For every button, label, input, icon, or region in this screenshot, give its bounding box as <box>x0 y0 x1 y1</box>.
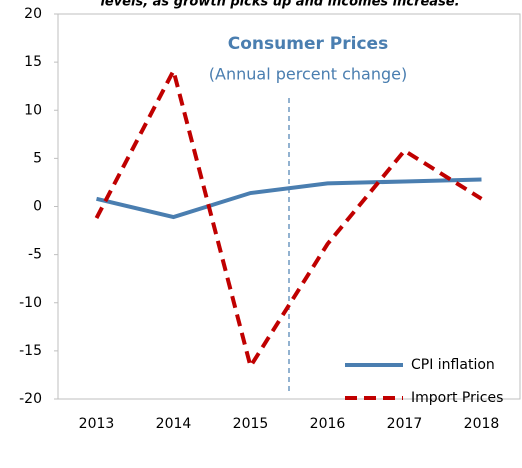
series-line <box>94 65 483 372</box>
caption: levels, as growth picks up and incomes i… <box>100 0 459 10</box>
y-tick-label: -5 <box>28 247 42 263</box>
x-tick-label: 2014 <box>156 416 192 432</box>
legend-label: Import Prices <box>411 390 503 406</box>
y-tick-label: 5 <box>33 150 42 166</box>
y-tick-label: -20 <box>19 391 42 407</box>
x-tick-label: 2015 <box>233 416 269 432</box>
y-tick-label: 20 <box>24 6 42 22</box>
x-tick-label: 2013 <box>79 416 115 432</box>
y-tick-label: 15 <box>24 54 42 70</box>
x-tick-label: 2017 <box>387 416 423 432</box>
y-tick-label: -10 <box>19 295 42 311</box>
chart-title: Consumer Prices <box>228 34 388 54</box>
legend-label: CPI inflation <box>411 357 495 373</box>
y-tick-label: -15 <box>19 343 42 359</box>
y-tick-label: 0 <box>33 199 42 215</box>
x-tick-label: 2016 <box>310 416 346 432</box>
y-tick-label: 10 <box>24 102 42 118</box>
x-tick-label: 2018 <box>464 416 500 432</box>
chart-subtitle: (Annual percent change) <box>209 65 407 84</box>
series-line <box>96 177 482 220</box>
